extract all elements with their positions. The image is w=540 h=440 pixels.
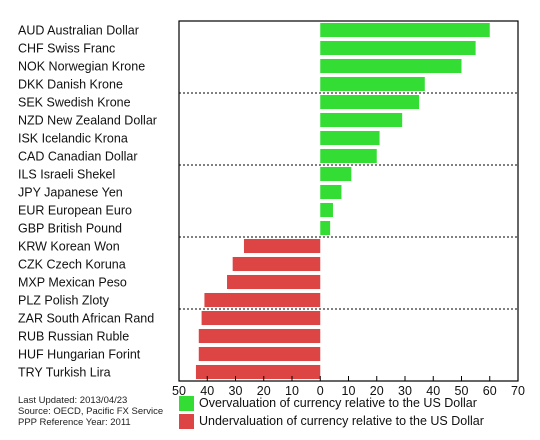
category-label-ils: ILS Israeli Shekel <box>18 168 115 182</box>
x-tick-label: 30 <box>398 384 412 398</box>
bar-gbp <box>320 220 331 236</box>
category-label-sek: SEK Swedish Krone <box>18 96 131 110</box>
x-tick-label: 70 <box>511 384 525 398</box>
x-tick-label: 60 <box>483 384 497 398</box>
legend-swatch-overvaluation <box>179 395 194 411</box>
last-updated-text: Last Updated: 2013/04/23 <box>18 395 128 406</box>
bar-aud <box>320 22 490 38</box>
x-tick-label: 10 <box>342 384 356 398</box>
category-label-nzd: NZD New Zealand Dollar <box>18 114 157 128</box>
category-label-huf: HUF Hungarian Forint <box>18 348 141 362</box>
category-label-aud: AUD Australian Dollar <box>18 24 139 38</box>
bar-try <box>195 364 321 380</box>
bars <box>195 22 490 380</box>
plot-frame <box>178 20 519 382</box>
category-label-dkk: DKK Danish Krone <box>18 78 123 92</box>
source-text: Source: OECD, Pacific FX Service <box>18 406 164 417</box>
category-label-zar: ZAR South African Rand <box>18 312 154 326</box>
legend-label-undervaluation: Undervaluation of currency relative to t… <box>199 414 484 428</box>
legend-item-undervaluation: Undervaluation of currency relative to t… <box>179 413 484 429</box>
category-label-czk: CZK Czech Koruna <box>18 258 126 272</box>
category-label-rub: RUB Russian Ruble <box>18 330 129 344</box>
category-label-cad: CAD Canadian Dollar <box>18 150 138 164</box>
category-label-isk: ISK Icelandic Krona <box>18 132 128 146</box>
bar-krw <box>243 238 321 254</box>
category-label-eur: EUR European Euro <box>18 204 132 218</box>
x-tick-label: 20 <box>370 384 384 398</box>
bar-isk <box>320 130 380 146</box>
reference-year-text: PPP Reference Year: 2011 <box>18 417 131 428</box>
bar-nzd <box>320 112 403 128</box>
x-tick-label: 20 <box>257 384 271 398</box>
legend-label-overvaluation: Overvaluation of currency relative to th… <box>199 396 477 410</box>
bar-eur <box>320 202 333 218</box>
bar-rub <box>198 328 321 344</box>
x-axis-ticks: 50 40 30 20 10 0 10 20 30 40 50 60 70 <box>172 376 525 398</box>
x-tick-label: 50 <box>172 384 186 398</box>
bar-cad <box>320 148 377 164</box>
legend-item-overvaluation: Overvaluation of currency relative to th… <box>179 395 477 411</box>
x-tick-label: 40 <box>426 384 440 398</box>
bar-mxp <box>227 274 321 290</box>
bar-chf <box>320 40 476 56</box>
x-tick-label: 30 <box>229 384 243 398</box>
category-label-gbp: GBP British Pound <box>18 222 122 236</box>
bar-ils <box>320 166 352 182</box>
x-tick-label: 40 <box>200 384 214 398</box>
bar-huf <box>198 346 321 362</box>
group-separators <box>179 92 518 310</box>
bar-sek <box>320 94 420 110</box>
category-labels: AUD Australian Dollar CHF Swiss Franc NOK … <box>18 24 157 380</box>
category-label-jpy: JPY Japanese Yen <box>18 186 123 200</box>
bar-jpy <box>320 184 342 200</box>
x-tick-label: 10 <box>285 384 299 398</box>
category-label-chf: CHF Swiss Franc <box>18 42 115 56</box>
bar-dkk <box>320 76 425 92</box>
category-label-krw: KRW Korean Won <box>18 240 120 254</box>
category-label-mxp: MXP Mexican Peso <box>18 276 127 290</box>
bar-zar <box>201 310 321 326</box>
bar-plz <box>204 292 321 308</box>
x-tick-label: 0 <box>317 384 324 398</box>
category-label-nok: NOK Norwegian Krone <box>18 60 145 74</box>
x-tick-label: 50 <box>455 384 469 398</box>
bar-czk <box>232 256 321 272</box>
category-label-try: TRY Turkish Lira <box>18 366 111 380</box>
category-label-plz: PLZ Polish Zloty <box>18 294 110 308</box>
legend-swatch-undervaluation <box>179 413 194 429</box>
bar-nok <box>320 58 462 74</box>
